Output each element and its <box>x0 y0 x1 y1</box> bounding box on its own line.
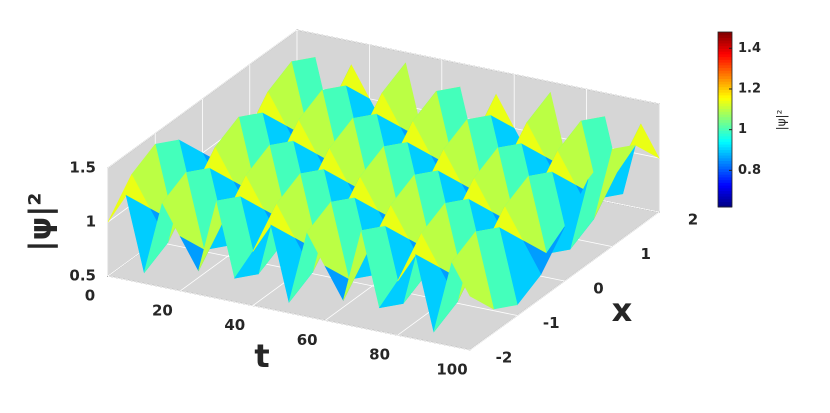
colorbar-swatch <box>718 73 732 77</box>
colorbar-swatch <box>718 138 732 142</box>
z-tick-label: 0.5 <box>69 267 96 285</box>
colorbar-swatch <box>718 34 732 38</box>
y-tick-label: 2 <box>688 211 698 229</box>
colorbar-swatch <box>718 78 732 82</box>
z-tick-label: 1.5 <box>69 159 96 177</box>
colorbar-swatch <box>718 204 732 208</box>
colorbar-swatch <box>718 168 732 172</box>
surface-patch <box>451 231 495 310</box>
colorbar-tick-label: 0.8 <box>738 163 761 178</box>
y-axis-label: x <box>612 291 633 329</box>
colorbar-swatch <box>718 152 732 156</box>
colorbar-swatch <box>718 163 732 167</box>
colorbar-swatch <box>718 187 732 192</box>
colorbar-swatch <box>718 130 732 134</box>
colorbar-swatch <box>718 94 732 99</box>
colorbar-swatch <box>718 185 732 189</box>
colorbar-swatch <box>718 100 732 104</box>
colorbar-tick-label: 1 <box>738 122 747 137</box>
colorbar-frame <box>717 31 733 208</box>
colorbar-swatch <box>718 144 732 148</box>
x-tick-label: 20 <box>152 301 173 319</box>
colorbar-swatch <box>718 146 732 151</box>
z-tick-label: 1 <box>86 213 96 231</box>
grid-line <box>107 29 298 169</box>
colorbar-swatch <box>718 114 732 118</box>
y-tick-label: 1 <box>641 245 651 263</box>
colorbar-swatch <box>718 97 732 101</box>
colorbar-swatch <box>718 37 732 41</box>
colorbar-swatch <box>718 86 732 90</box>
x-tick-label: 60 <box>297 331 318 349</box>
x-axis-label: t <box>254 337 269 375</box>
colorbar-swatch <box>718 75 732 79</box>
colorbar-swatch <box>718 40 732 44</box>
colorbar-swatch <box>718 51 732 55</box>
colorbar-swatch <box>718 133 732 137</box>
colorbar-swatch <box>718 59 732 63</box>
colorbar-swatch <box>718 81 732 85</box>
y-tick-label: -2 <box>496 349 513 367</box>
colorbar-swatch <box>718 105 732 110</box>
z-axis-label: |ψ|² <box>24 193 59 252</box>
colorbar-swatch <box>718 67 732 71</box>
grid-line <box>296 29 660 105</box>
colorbar-swatch <box>718 157 732 162</box>
colorbar-tick-label: 1.2 <box>738 81 761 96</box>
colorbar-swatch <box>718 141 732 145</box>
x-tick-label: 40 <box>224 316 245 334</box>
colorbar-swatch <box>718 42 732 47</box>
colorbar-swatch <box>718 48 732 52</box>
colorbar-swatch <box>718 124 732 129</box>
colorbar-swatch <box>718 108 732 112</box>
colorbar-swatch <box>718 64 732 69</box>
colorbar-swatch <box>718 92 732 96</box>
colorbar-swatch <box>718 198 732 203</box>
colorbar-swatch <box>718 116 732 120</box>
colorbar-swatch <box>718 122 732 126</box>
colorbar-swatch <box>718 62 732 66</box>
colorbar-swatch <box>718 127 732 131</box>
colorbar-swatch <box>718 70 732 74</box>
colorbar-swatch <box>718 135 732 140</box>
colorbar-swatch <box>718 103 732 107</box>
colorbar-swatch <box>718 119 732 123</box>
colorbar-swatch <box>718 53 732 58</box>
colorbar-swatch <box>718 174 732 178</box>
colorbar-swatch <box>718 56 732 60</box>
x-tick-label: 0 <box>85 287 95 305</box>
colorbar-label: |ψ|² <box>775 109 789 130</box>
colorbar-swatch <box>718 196 732 200</box>
colorbar-swatch <box>718 193 732 197</box>
y-tick-label: 0 <box>593 280 603 298</box>
colorbar-swatch <box>718 182 732 186</box>
colorbar-swatch <box>718 179 732 183</box>
colorbar-swatch <box>718 32 732 36</box>
colorbar-swatch <box>718 155 732 159</box>
colorbar-swatch <box>718 176 732 181</box>
colorbar-swatch <box>718 160 732 164</box>
colorbar-swatch <box>718 201 732 205</box>
colorbar-swatch <box>718 89 732 93</box>
colorbar-swatch <box>718 171 732 175</box>
colorbar-swatch <box>718 190 732 194</box>
colorbar-swatch <box>718 111 732 115</box>
colorbar-swatch <box>718 83 732 88</box>
y-tick-label: -1 <box>543 314 560 332</box>
x-tick-label: 100 <box>436 361 467 379</box>
colorbar-tick-label: 1.4 <box>738 41 761 56</box>
x-tick-label: 80 <box>369 346 390 364</box>
colorbar-swatch <box>718 45 732 49</box>
grid-line <box>107 275 471 351</box>
colorbar-swatch <box>718 165 732 170</box>
colorbar-swatch <box>718 149 732 153</box>
